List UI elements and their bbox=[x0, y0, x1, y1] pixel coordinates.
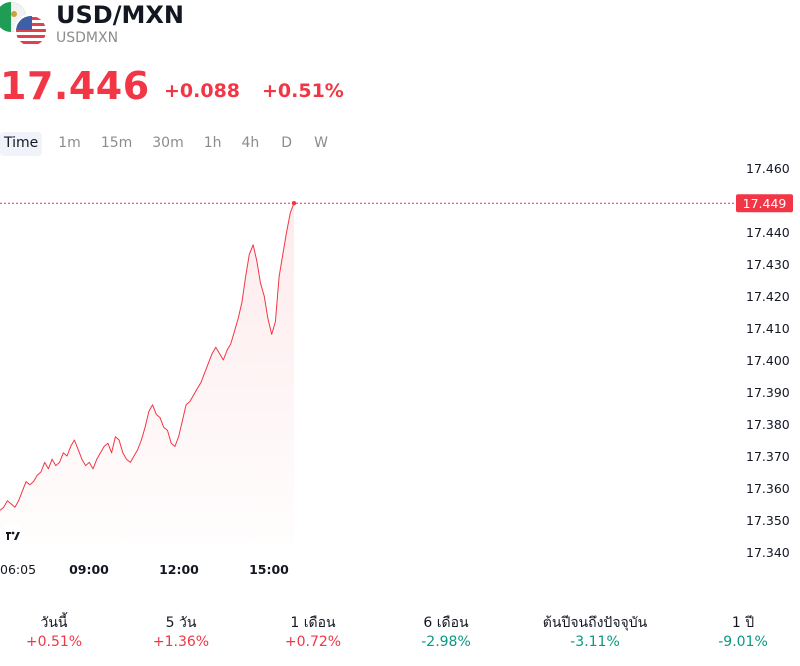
y-tick-label: 17.410 bbox=[746, 321, 790, 336]
period-label: 6 เดือน bbox=[423, 615, 469, 631]
period-value: -3.11% bbox=[570, 634, 620, 650]
symbol-title: USD/MXN bbox=[56, 1, 184, 29]
period-6m[interactable]: 6 เดือน -2.98% bbox=[376, 612, 516, 650]
last-price-label: 17.449 bbox=[743, 196, 787, 211]
y-tick-label: 17.370 bbox=[746, 449, 790, 464]
y-tick-label: 17.350 bbox=[746, 513, 790, 528]
x-tick-label: 12:00 bbox=[159, 562, 199, 577]
tab-30m[interactable]: 30m bbox=[152, 135, 184, 151]
period-label: 5 วัน bbox=[165, 615, 197, 631]
tab-1h[interactable]: 1h bbox=[203, 135, 222, 151]
y-tick-label: 17.440 bbox=[746, 225, 790, 240]
last-price-dot bbox=[291, 201, 297, 206]
tab-d[interactable]: D bbox=[281, 135, 293, 151]
tab-15m[interactable]: 15m bbox=[100, 135, 133, 151]
period-performance: วันนี้ +0.51% 5 วัน +1.36% 1 เดือน +0.72… bbox=[0, 612, 800, 662]
symbol-ticker: USDMXN bbox=[56, 30, 119, 46]
x-tick-label: 09:00 bbox=[69, 562, 109, 577]
y-tick-label: 17.360 bbox=[746, 481, 790, 496]
period-1m[interactable]: 1 เดือน +0.72% bbox=[243, 612, 383, 650]
price-change: +0.088 bbox=[164, 80, 241, 102]
period-value: +1.36% bbox=[152, 634, 210, 650]
tab-time[interactable]: Time bbox=[0, 132, 43, 156]
last-price-badge bbox=[736, 194, 793, 213]
series-line bbox=[0, 203, 295, 511]
current-price: 17.446 bbox=[0, 64, 150, 108]
y-tick-label: 17.460 bbox=[746, 161, 790, 176]
tab-1m[interactable]: 1m bbox=[58, 135, 81, 151]
period-value: +0.72% bbox=[284, 634, 342, 650]
tradingview-logo-icon[interactable] bbox=[0, 524, 28, 548]
x-tick-label: 06:05 bbox=[0, 562, 36, 577]
period-label: ต้นปีจนถึงปัจจุบัน bbox=[542, 615, 648, 631]
period-5d[interactable]: 5 วัน +1.36% bbox=[111, 612, 251, 650]
period-1y[interactable]: 1 ปี -9.01% bbox=[673, 612, 800, 650]
period-today[interactable]: วันนี้ +0.51% bbox=[0, 612, 124, 650]
y-tick-label: 17.430 bbox=[746, 257, 790, 272]
series-area bbox=[0, 203, 294, 545]
y-tick-label: 17.400 bbox=[746, 353, 790, 368]
y-tick-label: 17.380 bbox=[746, 417, 790, 432]
tab-4h[interactable]: 4h bbox=[241, 135, 260, 151]
period-value: -9.01% bbox=[718, 634, 768, 650]
period-value: -2.98% bbox=[421, 634, 471, 650]
y-tick-label: 17.420 bbox=[746, 289, 790, 304]
x-tick-label: 15:00 bbox=[249, 562, 289, 577]
currency-flags-icon bbox=[0, 2, 48, 48]
y-tick-label: 17.340 bbox=[746, 545, 790, 560]
price-chart[interactable]: 17.460 17.440 17.430 17.420 17.410 17.400 17.3… bbox=[0, 150, 800, 590]
period-label: 1 ปี bbox=[731, 615, 755, 631]
period-ytd[interactable]: ต้นปีจนถึงปัจจุบัน -3.11% bbox=[525, 612, 665, 650]
y-tick-label: 17.390 bbox=[746, 385, 790, 400]
price-change-percent: +0.51% bbox=[262, 80, 344, 102]
period-label: วันนี้ bbox=[40, 615, 68, 631]
period-value: +0.51% bbox=[25, 634, 83, 650]
period-label: 1 เดือน bbox=[290, 615, 336, 631]
tab-w[interactable]: W bbox=[314, 135, 328, 151]
interval-tabs: Time 1m 15m 30m 1h 4h D W bbox=[0, 132, 328, 156]
